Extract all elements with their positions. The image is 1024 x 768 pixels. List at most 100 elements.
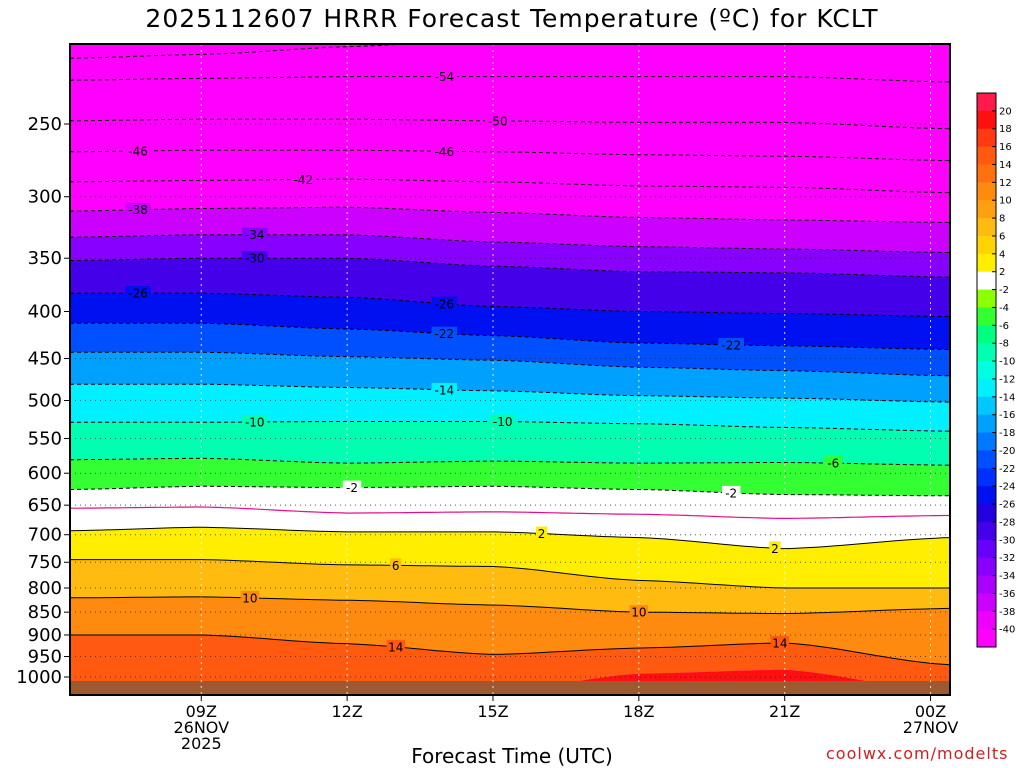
colorbar-label: 2	[999, 267, 1005, 278]
x-tick-label: 27NOV	[903, 718, 959, 737]
y-tick-label: 700	[28, 525, 62, 546]
y-tick-label: 350	[28, 248, 62, 269]
colorbar-swatch	[977, 343, 996, 362]
colorbar-label: 4	[999, 249, 1005, 260]
y-tick-label: 300	[28, 187, 62, 208]
colorbar-label: -38	[999, 607, 1015, 618]
colorbar-label: -8	[999, 339, 1009, 350]
colorbar-swatch	[977, 575, 996, 594]
contour-label: -26	[128, 287, 148, 301]
contour-label-bg	[125, 286, 151, 300]
colorbar-label: -24	[999, 482, 1015, 493]
isotherm-0	[70, 506, 950, 519]
isotherm-10	[70, 596, 950, 615]
y-tick-label: 600	[28, 463, 62, 484]
colorbar-swatch	[977, 128, 996, 148]
grid-lines	[70, 44, 950, 695]
contour-label-bg	[342, 480, 362, 494]
contour-label: -50	[488, 114, 508, 128]
contour-label: -34	[245, 228, 265, 242]
x-axis-title: Forecast Time (UTC)	[411, 744, 613, 768]
contour-label: -46	[435, 145, 455, 159]
colorbar-label: -36	[999, 589, 1015, 600]
colorbar-swatch	[977, 93, 996, 112]
colorbar-swatch	[977, 307, 996, 326]
colorbar-swatch	[977, 396, 996, 416]
contour-label-bg	[431, 144, 458, 158]
colorbar-swatch	[977, 611, 996, 630]
temp-band	[70, 119, 950, 161]
colorbar-label: 20	[999, 106, 1012, 117]
colorbar-label: -4	[999, 303, 1009, 314]
x-tick-label: 15Z	[477, 702, 508, 721]
colorbar-label: 12	[999, 178, 1012, 189]
colorbar-swatch	[977, 378, 996, 398]
contour-label: -22	[721, 338, 741, 352]
contour-label-bg	[722, 485, 741, 499]
x-tick-label: 18Z	[623, 702, 654, 721]
colorbar-swatch	[977, 164, 996, 183]
y-tick-label: 500	[28, 391, 62, 412]
isotherm-contours	[70, 44, 950, 666]
contour-label: 14	[772, 636, 787, 650]
colorbar-swatch	[977, 486, 996, 505]
colorbar-swatch	[977, 521, 996, 541]
credit-link[interactable]: coolwx.com/modelts	[826, 744, 1009, 763]
contour-label: -6	[827, 457, 839, 471]
contour-label: -26	[435, 297, 455, 311]
colorbar-swatch	[977, 200, 996, 219]
contour-label-bg	[431, 326, 458, 340]
contour-label: -10	[493, 415, 513, 429]
colorbar-label: 8	[999, 214, 1005, 225]
x-tick-label: 09Z	[186, 702, 217, 721]
x-tick-label: 12Z	[331, 702, 362, 721]
contour-label: -38	[128, 203, 148, 217]
contour-label: -2	[725, 486, 737, 500]
contour-label: -22	[435, 327, 455, 341]
y-tick-label: 850	[28, 602, 62, 623]
y-tick-label: 400	[28, 301, 62, 322]
contour-label-bg	[390, 558, 402, 572]
contour-label: 2	[771, 542, 779, 556]
colorbar-swatch	[977, 271, 996, 291]
contour-label-bg	[824, 456, 843, 470]
temp-band	[70, 596, 950, 665]
colorbar-label: -16	[999, 410, 1015, 421]
colorbar-swatch	[977, 146, 996, 165]
temp-band	[70, 293, 950, 350]
contour-label-bg	[489, 414, 516, 428]
colorbar-label: -28	[999, 517, 1015, 528]
colorbar-swatch	[977, 218, 996, 237]
temp-band	[70, 352, 950, 403]
colorbar-swatch	[977, 182, 996, 201]
colorbar-label: 16	[999, 142, 1012, 153]
colorbar-label: 14	[999, 160, 1012, 171]
temp-band	[70, 527, 950, 588]
contour-label-bg	[241, 251, 268, 265]
contour-label: 10	[631, 606, 646, 620]
temp-band	[70, 76, 950, 129]
contour-label: -30	[245, 252, 265, 266]
contour-label-bg	[431, 382, 458, 396]
colorbar-label: -40	[999, 625, 1015, 636]
colorbar-label: -20	[999, 446, 1015, 457]
colorbar-label: -6	[999, 321, 1009, 332]
contour-label-bg	[241, 227, 268, 241]
y-tick-label: 900	[28, 625, 62, 646]
colorbar-label: -34	[999, 571, 1015, 582]
contour-label-bg	[386, 639, 405, 653]
x-tick-label: 26NOV	[173, 718, 229, 737]
colorbar-swatch	[977, 468, 996, 487]
chart-title: 2025112607 HRRR Forecast Temperature (ºC…	[145, 4, 879, 33]
temp-band	[70, 150, 950, 193]
temperature-fill-bands	[70, 44, 950, 695]
colorbar-label: 10	[999, 196, 1012, 207]
contour-label-bg	[431, 296, 458, 310]
x-tick-label: 2025	[181, 734, 222, 753]
colorbar-legend: 20 18 16 14 12 10 8 6 4 2 -2 -4 -6 -8 -10 -12 -14 -16 -18 -…	[976, 92, 1015, 648]
y-tick-label: 750	[28, 552, 62, 573]
colorbar-swatch	[977, 414, 996, 434]
contour-label: 6	[392, 559, 400, 573]
